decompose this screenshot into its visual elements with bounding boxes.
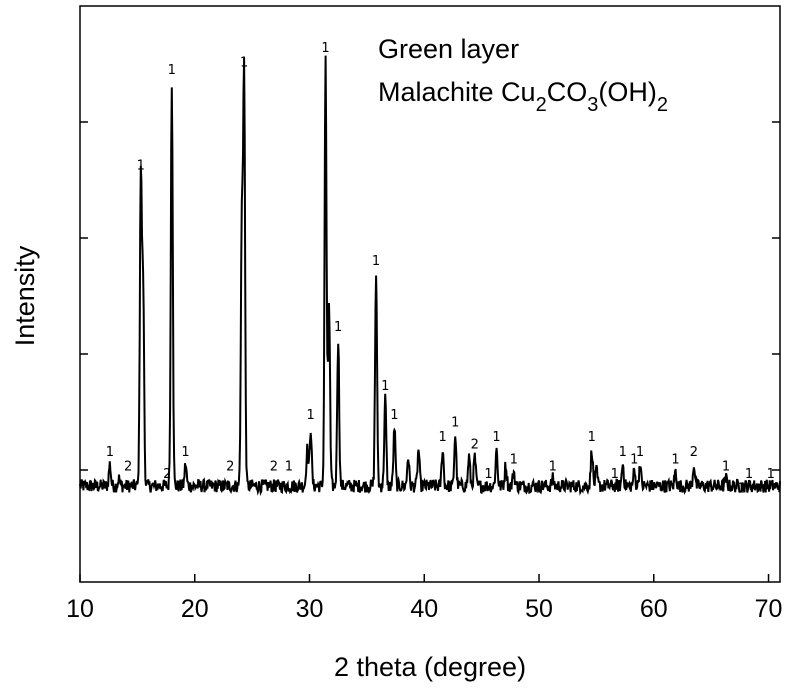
peak-label: 1 <box>181 445 189 460</box>
peak-label: 1 <box>492 430 500 445</box>
plot-frame <box>79 5 781 583</box>
axis-ticks <box>79 121 780 582</box>
peak-label: 1 <box>549 460 557 475</box>
xrd-pattern-line <box>79 55 781 497</box>
x-axis-title: 2 theta (degree) <box>334 652 526 682</box>
peak-label: 2 <box>163 467 171 482</box>
x-tick-label: 60 <box>640 595 668 623</box>
x-tick-label: 30 <box>296 595 324 623</box>
peak-label: 1 <box>619 445 627 460</box>
peak-label: 1 <box>321 41 329 56</box>
legend-subscript-3: 2 <box>657 94 668 116</box>
peak-label: 1 <box>372 254 380 269</box>
y-axis-title: Intensity <box>10 245 40 346</box>
legend-compound-mid1: CO <box>547 77 588 107</box>
peak-label: 1 <box>737 482 745 497</box>
peak-label: 1 <box>438 430 446 445</box>
peak-label: 1 <box>381 379 389 394</box>
legend-title: Green layer <box>378 34 519 64</box>
peak-label: 1 <box>636 445 644 460</box>
x-tick-label: 10 <box>66 595 94 623</box>
peak-label: 1 <box>285 460 293 475</box>
x-tick-label: 20 <box>181 595 209 623</box>
x-tick-label: 70 <box>755 595 783 623</box>
peak-label: 1 <box>671 452 679 467</box>
legend-subscript-1: 2 <box>536 94 547 116</box>
peak-label: 1 <box>630 452 638 467</box>
peak-label: 1 <box>390 408 398 423</box>
legend-compound-mid2: (OH) <box>598 77 656 107</box>
peak-label: 1 <box>307 408 315 423</box>
legend: Green layer Malachite Cu2CO3(OH)2 <box>378 34 668 116</box>
peak-label: 1 <box>588 430 596 445</box>
peak-label: 1 <box>484 467 492 482</box>
peak-label: 1 <box>510 452 518 467</box>
legend-subscript-2: 3 <box>587 94 598 116</box>
peak-label: 1 <box>334 320 342 335</box>
peak-label: 1 <box>451 416 459 431</box>
peak-label: 1 <box>767 467 775 482</box>
peak-label: 1 <box>240 56 248 71</box>
peak-label: 1 <box>137 159 145 174</box>
peak-label: 1 <box>611 467 619 482</box>
peak-label: 1 <box>535 482 543 497</box>
peak-label: 1 <box>168 63 176 78</box>
peak-label: 2 <box>226 460 234 475</box>
peak-label: 1 <box>745 467 753 482</box>
peak-label: 2 <box>690 445 698 460</box>
peak-label: 2 <box>270 460 278 475</box>
x-tick-label: 50 <box>525 595 553 623</box>
x-tick-labels: 10 20 30 40 50 60 70 <box>66 595 782 623</box>
peak-label: 2 <box>471 438 479 453</box>
legend-compound-prefix: Malachite Cu <box>378 77 536 107</box>
peak-label: 2 <box>124 460 132 475</box>
x-tick-label: 40 <box>410 595 438 623</box>
peak-label: 1 <box>722 460 730 475</box>
peak-label: 1 <box>106 445 114 460</box>
legend-compound: Malachite Cu2CO3(OH)2 <box>378 77 668 116</box>
